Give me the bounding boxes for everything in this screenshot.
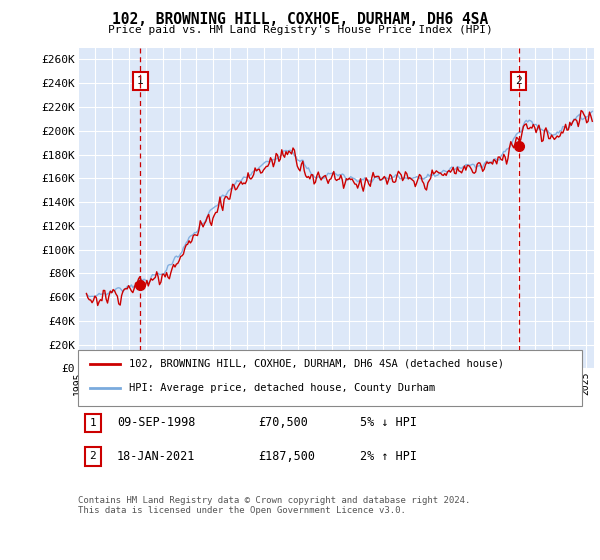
Text: 2: 2	[89, 451, 97, 461]
Text: 09-SEP-1998: 09-SEP-1998	[117, 416, 196, 430]
Text: £187,500: £187,500	[258, 450, 315, 463]
Text: 1: 1	[137, 76, 144, 86]
Text: 2% ↑ HPI: 2% ↑ HPI	[360, 450, 417, 463]
Text: 18-JAN-2021: 18-JAN-2021	[117, 450, 196, 463]
Text: 2: 2	[515, 76, 522, 86]
Text: 5% ↓ HPI: 5% ↓ HPI	[360, 416, 417, 430]
Text: Price paid vs. HM Land Registry's House Price Index (HPI): Price paid vs. HM Land Registry's House …	[107, 25, 493, 35]
Text: HPI: Average price, detached house, County Durham: HPI: Average price, detached house, Coun…	[129, 383, 435, 393]
Text: £70,500: £70,500	[258, 416, 308, 430]
Text: 102, BROWNING HILL, COXHOE, DURHAM, DH6 4SA: 102, BROWNING HILL, COXHOE, DURHAM, DH6 …	[112, 12, 488, 27]
Text: 102, BROWNING HILL, COXHOE, DURHAM, DH6 4SA (detached house): 102, BROWNING HILL, COXHOE, DURHAM, DH6 …	[129, 359, 504, 369]
Text: Contains HM Land Registry data © Crown copyright and database right 2024.
This d: Contains HM Land Registry data © Crown c…	[78, 496, 470, 515]
Text: 1: 1	[89, 418, 97, 428]
